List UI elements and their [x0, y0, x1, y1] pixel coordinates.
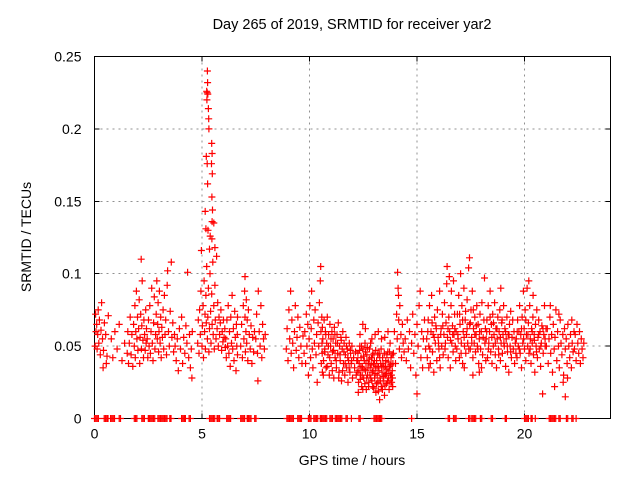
axis-ticks	[94, 56, 611, 419]
y-tick-label: 0	[74, 411, 82, 427]
x-tick-label: 15	[409, 426, 425, 442]
y-axis-label: SRMTID / TECUs	[18, 182, 34, 292]
tick-marks	[94, 56, 611, 419]
gridlines	[94, 56, 611, 419]
x-tick-label: 10	[302, 426, 318, 442]
x-tick-label: 5	[198, 426, 206, 442]
x-axis-label: GPS time / hours	[299, 452, 406, 468]
plot-border	[94, 56, 611, 419]
y-tick-label: 0.15	[54, 193, 81, 209]
x-tick-label: 0	[91, 426, 99, 442]
y-tick-label: 0.2	[62, 121, 82, 137]
x-tick-label: 20	[517, 426, 533, 442]
y-tick-label: 0.25	[54, 49, 81, 65]
tick-labels: 0 5 10 15 20 0 0.05 0.1 0.15 0.2 0.25	[54, 49, 532, 442]
y-tick-label: 0.05	[54, 338, 81, 354]
grid-path	[94, 56, 611, 419]
scatter-markers	[91, 67, 588, 422]
chart-title: Day 265 of 2019, SRMTID for receiver yar…	[213, 17, 492, 33]
y-tick-label: 0.1	[62, 266, 82, 282]
data-points	[91, 67, 588, 422]
